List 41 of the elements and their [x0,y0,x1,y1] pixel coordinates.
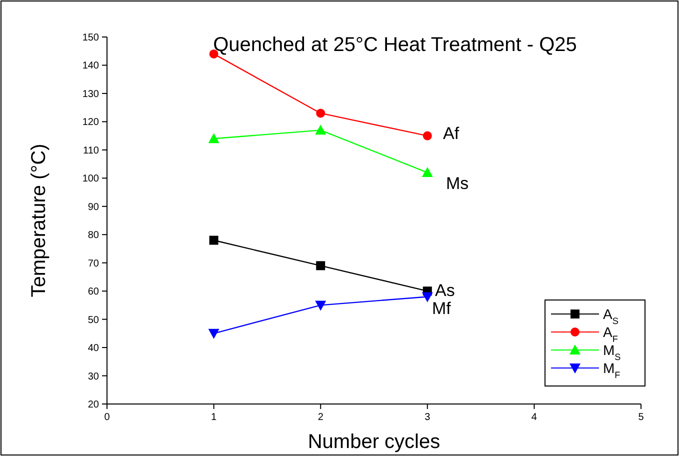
annotation: Mf [432,299,452,318]
annotation: Af [443,124,460,143]
x-tick-label: 2 [318,412,324,423]
y-tick-label: 110 [83,145,100,156]
annotation: Ms [446,174,469,193]
point [208,133,220,144]
point [315,300,326,311]
y-tick-label: 140 [82,60,100,72]
y-tick-label: 70 [88,258,100,270]
x-tick-label: 0 [104,412,110,423]
y-tick-label: 20 [88,400,100,410]
y-tick-label: 80 [88,230,100,242]
legend-label: M$_{F}$ [603,360,621,380]
legend-label: A$_{S}$ [603,306,618,326]
y-tick-label: 100 [82,174,100,185]
chart-title: Quenched at 25°C Heat Treatment - Q25 [213,34,577,56]
point [422,167,433,178]
x-axis-title: Number cycles [308,431,440,453]
y-tick-label: 40 [88,343,100,354]
y-tick-label: 30 [88,371,100,382]
y-axis-title: Temperature (°C) [28,144,50,298]
point [422,292,433,302]
legend-label: M$_{S}$ [603,342,621,362]
x-tick-label: 5 [638,412,644,423]
y-tick-label: 50 [88,314,100,326]
y-tick-label: 120 [82,117,100,128]
point [316,108,326,118]
x-tick-label: 4 [531,412,538,423]
y-tick-label: 90 [88,202,100,213]
x-tick-label: 1 [211,412,218,423]
y-tick-label: 130 [82,88,100,100]
y-tick-label: 60 [88,286,100,298]
point [208,328,220,339]
point [315,124,326,135]
point [316,261,326,270]
annotation: As [435,281,455,300]
y-tick-label: 150 [82,32,100,44]
legend-label: A$_{F}$ [603,324,618,344]
x-tick-label: 3 [424,412,431,423]
point [209,236,218,245]
point [422,131,432,140]
